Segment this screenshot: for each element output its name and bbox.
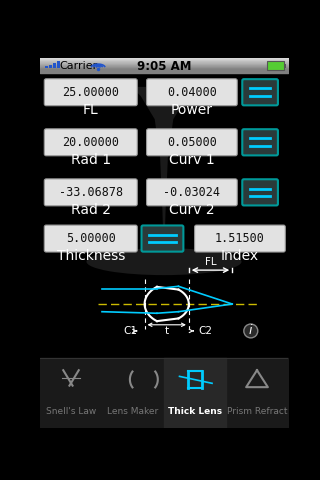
Text: Power: Power — [171, 103, 213, 117]
Text: 0.05000: 0.05000 — [167, 136, 217, 149]
PathPatch shape — [132, 87, 196, 262]
Circle shape — [244, 324, 258, 338]
Text: Index: Index — [221, 249, 259, 263]
Text: 5.00000: 5.00000 — [66, 232, 116, 245]
FancyBboxPatch shape — [147, 179, 237, 206]
FancyBboxPatch shape — [44, 79, 137, 106]
Text: Thickness: Thickness — [57, 249, 125, 263]
Text: Snell's Law: Snell's Law — [46, 408, 96, 416]
Bar — [284, 64, 286, 68]
Text: FL: FL — [205, 257, 216, 267]
Text: Carrier: Carrier — [60, 61, 98, 71]
Text: Lens Maker: Lens Maker — [108, 408, 159, 416]
Ellipse shape — [86, 248, 242, 275]
Text: t: t — [165, 326, 169, 336]
Text: 9:05 AM: 9:05 AM — [137, 60, 191, 72]
FancyBboxPatch shape — [242, 129, 278, 156]
FancyBboxPatch shape — [195, 225, 285, 252]
Text: -0.03024: -0.03024 — [164, 186, 220, 199]
Text: Prism Refract: Prism Refract — [227, 408, 287, 416]
FancyBboxPatch shape — [242, 79, 278, 105]
FancyBboxPatch shape — [147, 79, 237, 106]
FancyBboxPatch shape — [53, 63, 56, 68]
Text: 25.00000: 25.00000 — [62, 86, 119, 99]
FancyBboxPatch shape — [267, 61, 284, 70]
Text: 1.51500: 1.51500 — [215, 232, 265, 245]
Text: C2: C2 — [199, 326, 213, 336]
Text: i: i — [249, 324, 252, 337]
Text: Rad 2: Rad 2 — [71, 203, 111, 217]
Text: C1: C1 — [124, 326, 138, 336]
FancyBboxPatch shape — [44, 129, 137, 156]
Text: Thick Lens: Thick Lens — [168, 408, 222, 416]
FancyBboxPatch shape — [44, 225, 137, 252]
Text: Curv 1: Curv 1 — [169, 153, 215, 167]
FancyBboxPatch shape — [242, 179, 278, 205]
Text: Curv 2: Curv 2 — [169, 203, 215, 217]
Text: Rad 1: Rad 1 — [71, 153, 111, 167]
Text: 0.04000: 0.04000 — [167, 86, 217, 99]
FancyBboxPatch shape — [147, 129, 237, 156]
FancyBboxPatch shape — [49, 64, 52, 68]
Text: 20.00000: 20.00000 — [62, 136, 119, 149]
FancyBboxPatch shape — [44, 179, 137, 206]
FancyBboxPatch shape — [141, 226, 183, 252]
Text: FL: FL — [83, 103, 99, 117]
Text: -33.06878: -33.06878 — [59, 186, 123, 199]
FancyBboxPatch shape — [57, 61, 60, 68]
FancyBboxPatch shape — [45, 66, 48, 68]
